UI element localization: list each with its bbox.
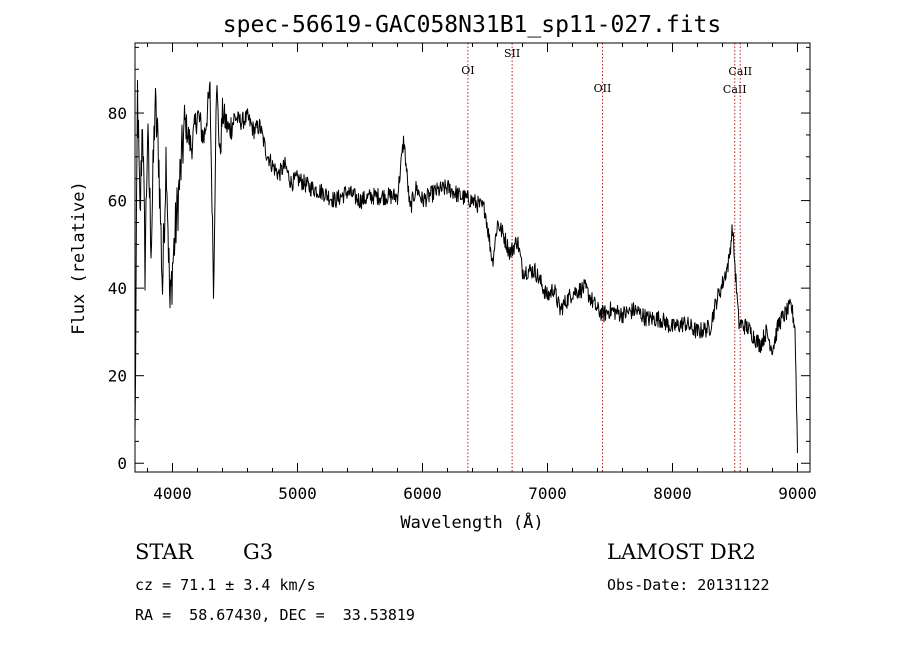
- y-axis: 0 20 40 60 80: [108, 46, 810, 473]
- series-layer: [134, 80, 798, 454]
- x-axis: 4000 5000 6000 7000 8000 9000: [147, 43, 817, 503]
- x-tick-label: 8000: [653, 484, 692, 503]
- y-tick-label: 60: [108, 192, 127, 211]
- plot-frame: [134, 42, 811, 473]
- x-tick-label: 6000: [403, 484, 442, 503]
- x-tick-label: 9000: [778, 484, 817, 503]
- y-tick-label: 0: [117, 454, 127, 473]
- reference-line-label: CaII: [723, 83, 747, 96]
- x-tick-label: 4000: [153, 484, 192, 503]
- reference-line-label: CaII: [728, 65, 752, 78]
- reference-line-label: SII: [504, 47, 520, 60]
- x-tick-label: 5000: [278, 484, 317, 503]
- y-tick-label: 40: [108, 279, 127, 298]
- survey-label: LAMOST DR2: [607, 540, 756, 564]
- spectrum-line: [134, 80, 798, 454]
- reference-line-label: OI: [461, 64, 474, 77]
- spectral-subclass: G3: [243, 540, 273, 564]
- y-tick-label: 20: [108, 367, 127, 386]
- reference-lines: OI SII OII CaII CaII: [461, 43, 752, 472]
- obs-date: Obs-Date: 20131122: [607, 576, 770, 594]
- x-tick-label: 7000: [528, 484, 567, 503]
- object-type: STAR: [135, 540, 194, 564]
- coordinates: RA = 58.67430, DEC = 33.53819: [135, 606, 415, 624]
- reference-line-label: OII: [594, 82, 612, 95]
- chart-title: spec-56619-GAC058N31B1_sp11-027.fits: [223, 12, 722, 38]
- redshift-info: cz = 71.1 ± 3.4 km/s: [135, 576, 316, 594]
- y-axis-label: Flux (relative): [69, 181, 89, 335]
- y-tick-label: 80: [108, 104, 127, 123]
- x-axis-label: Wavelength (Å): [400, 511, 543, 533]
